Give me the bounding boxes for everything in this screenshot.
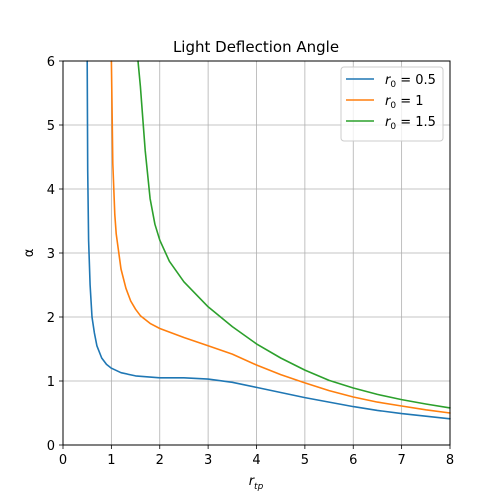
x-tick-label: 8 [446, 453, 454, 468]
series-line-0 [86, 60, 451, 420]
legend-label-1: r0 = 1 [385, 94, 424, 111]
x-tick-label: 3 [204, 453, 212, 468]
x-tick-label: 1 [107, 453, 115, 468]
x-tick-label: 0 [59, 453, 67, 468]
legend-frame [340, 66, 444, 142]
y-tick-label: 4 [47, 183, 55, 198]
x-tick-label: 2 [156, 453, 164, 468]
y-tick-label: 2 [47, 311, 55, 326]
y-tick-label: 5 [47, 119, 55, 134]
series-line-1 [110, 60, 451, 414]
legend-label-2: r0 = 1.5 [385, 115, 436, 132]
plot-area: 0 1 2 3 4 5 6 7 8 0 1 2 3 4 5 6 [47, 55, 454, 468]
y-axis-label: α [22, 249, 37, 258]
series-layer [86, 60, 451, 420]
y-tick-label: 0 [47, 439, 55, 454]
legend: r0 = 0.5 r0 = 1 r0 = 1.5 [340, 66, 444, 142]
x-tick-label: 6 [349, 453, 357, 468]
x-tick-label: 4 [252, 453, 260, 468]
ticks: 0 1 2 3 4 5 6 7 8 0 1 2 3 4 5 6 [47, 55, 454, 468]
y-tick-label: 3 [47, 247, 55, 262]
y-tick-label: 1 [47, 375, 55, 390]
x-tick-label: 5 [301, 453, 309, 468]
series-line-2 [137, 60, 451, 409]
y-tick-label: 6 [47, 55, 55, 70]
legend-label-0: r0 = 0.5 [385, 73, 436, 90]
chart-title: Light Deflection Angle [173, 38, 339, 56]
x-tick-label: 7 [397, 453, 405, 468]
